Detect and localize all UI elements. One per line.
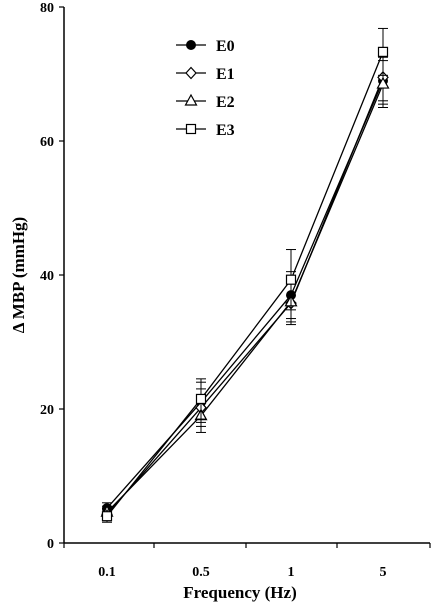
point-marker <box>185 123 197 135</box>
legend-label: E2 <box>216 94 235 111</box>
point-marker <box>186 40 196 50</box>
legend-item-E1: E1 <box>176 66 235 83</box>
legend-label: E3 <box>216 122 235 139</box>
y-tick-label: 80 <box>40 1 54 16</box>
legend-item-E3: E3 <box>176 122 235 139</box>
y-tick-label: 20 <box>40 403 54 418</box>
series-E3 <box>101 27 389 523</box>
x-tick-label: 0.5 <box>192 565 210 580</box>
y-tick-label: 40 <box>40 269 54 284</box>
point-marker <box>285 274 297 285</box>
legend-item-E0: E0 <box>176 38 235 55</box>
point-marker <box>195 393 207 405</box>
point-marker <box>377 46 389 57</box>
legend-label: E0 <box>216 38 235 55</box>
y-tick-label: 0 <box>47 537 54 552</box>
series-E1 <box>101 53 389 521</box>
y-axis-label: Δ MBP (mmHg) <box>9 217 28 333</box>
legend: E0 E1 E2 E3 <box>176 38 235 139</box>
point-marker <box>101 511 113 522</box>
point-marker <box>376 76 390 89</box>
point-marker <box>184 93 198 106</box>
series-line <box>106 51 384 517</box>
series-line <box>106 80 384 509</box>
y-tick-label: 60 <box>40 135 54 150</box>
series-E2 <box>100 60 390 519</box>
series-layer <box>100 27 390 523</box>
series-line <box>106 83 384 513</box>
series-line <box>106 77 384 515</box>
series-E0 <box>102 56 388 515</box>
legend-label: E1 <box>216 66 235 83</box>
axes: 0 20 40 60 80 0.1 0.5 1 5 <box>40 1 431 580</box>
x-axis-label: Frequency (Hz) <box>183 583 296 602</box>
x-tick-label: 5 <box>380 565 387 580</box>
legend-item-E2: E2 <box>176 93 235 111</box>
point-marker <box>185 66 197 80</box>
x-tick-label: 0.1 <box>98 565 116 580</box>
x-tick-label: 1 <box>288 565 295 580</box>
